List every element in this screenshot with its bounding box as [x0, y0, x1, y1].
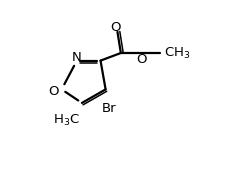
- Text: N: N: [72, 51, 82, 64]
- Text: O: O: [110, 21, 121, 34]
- Text: O: O: [48, 85, 58, 98]
- Text: H$_3$C: H$_3$C: [53, 113, 80, 128]
- Text: Br: Br: [102, 102, 116, 115]
- Text: CH$_3$: CH$_3$: [164, 45, 191, 61]
- Text: O: O: [136, 53, 146, 66]
